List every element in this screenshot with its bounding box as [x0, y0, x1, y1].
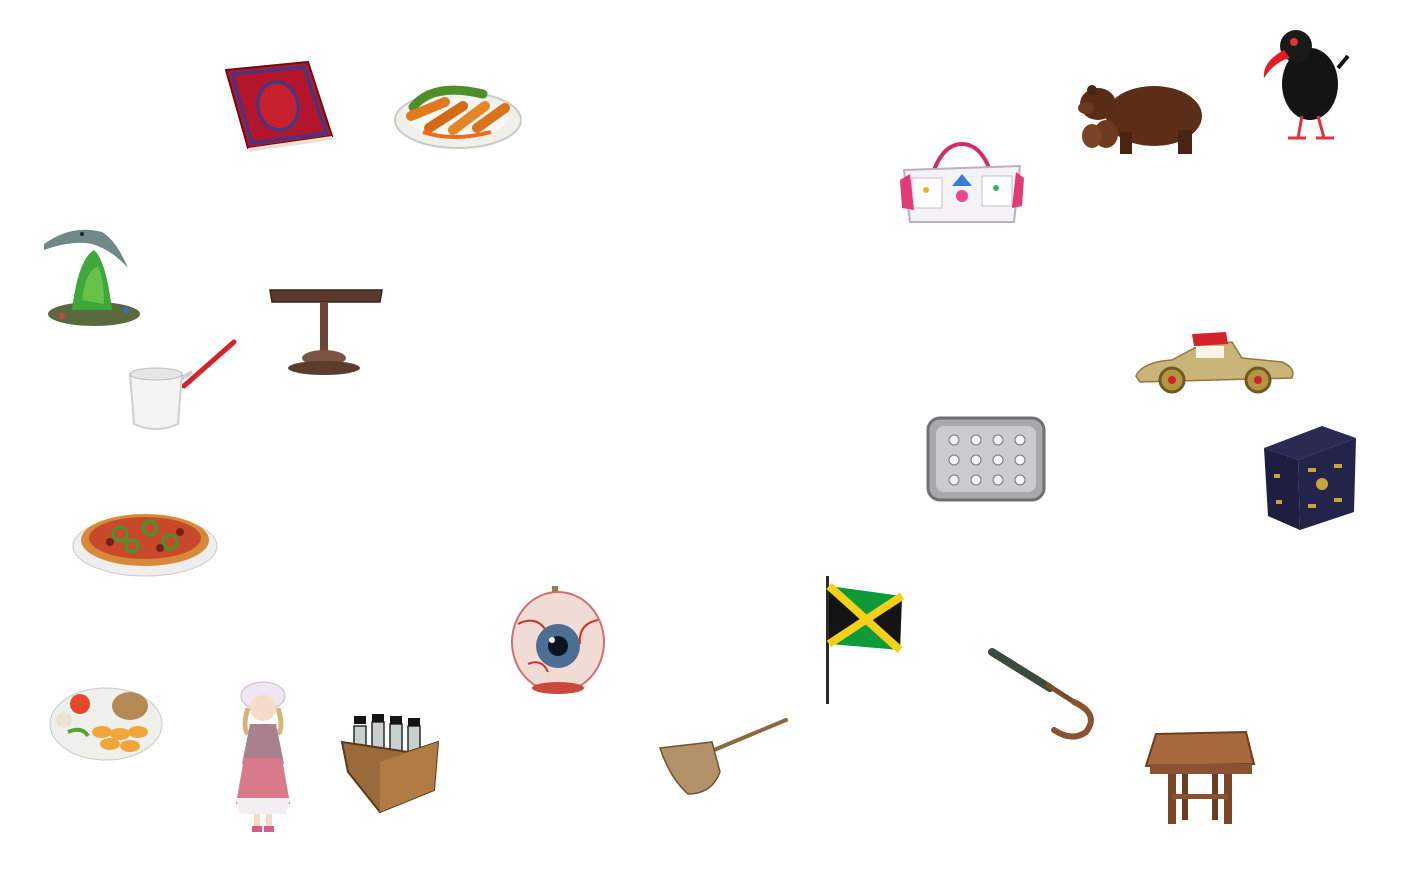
desk-lamp-icon[interactable] [268, 286, 384, 376]
eyeball-model-icon[interactable] [508, 584, 610, 696]
black-bird-icon[interactable] [1258, 28, 1354, 146]
vintage-toy-car-icon[interactable] [1132, 332, 1298, 394]
diaper-bag-icon[interactable] [896, 140, 1028, 226]
red-book-icon[interactable] [222, 60, 334, 152]
sausage-plate-icon[interactable] [393, 72, 523, 152]
dolphin-figurine-icon[interactable] [42, 220, 144, 326]
wooden-shovel-icon[interactable] [658, 716, 790, 796]
porcelain-doll-icon[interactable] [232, 678, 294, 836]
jamaica-flag-icon[interactable] [822, 574, 905, 706]
bottle-crate-icon[interactable] [340, 712, 442, 816]
turkish-coffee-pot-icon[interactable] [126, 338, 238, 434]
umbrella-icon[interactable] [988, 648, 1102, 740]
seafood-plate-icon[interactable] [48, 676, 166, 762]
wooden-stool-icon[interactable] [1142, 730, 1256, 826]
jewelry-chest-icon[interactable] [1262, 424, 1358, 532]
pizza-icon[interactable] [70, 506, 220, 578]
soap-dish-icon[interactable] [926, 416, 1046, 502]
bear-with-cubs-icon[interactable] [1074, 74, 1206, 158]
